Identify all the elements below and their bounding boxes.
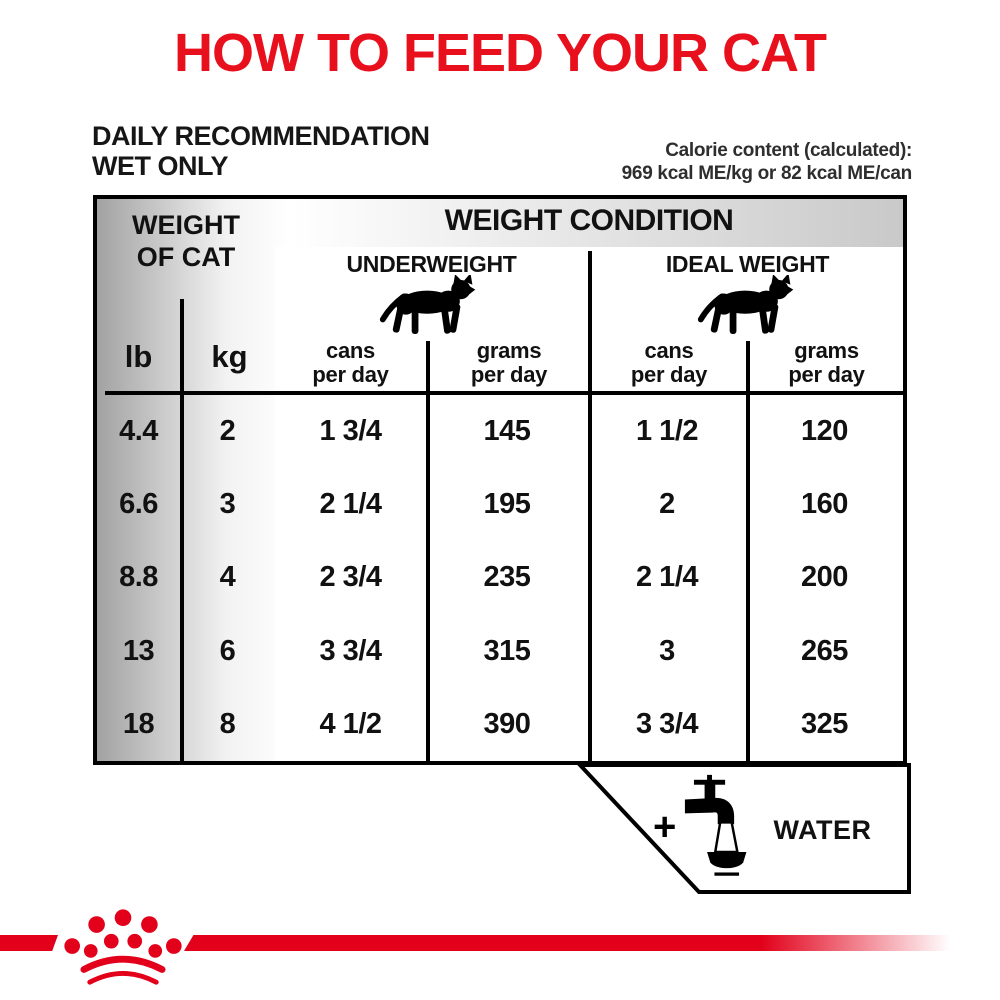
row2-under-grams: 195 bbox=[483, 488, 531, 521]
row5-ideal-cans: 3 3/4 bbox=[636, 707, 699, 740]
ideal-weight-header: IDEAL WEIGHT bbox=[665, 251, 830, 277]
ideal-grams-per-day-header: grams per day bbox=[750, 339, 903, 387]
divider-lb-kg bbox=[180, 299, 184, 761]
row5-kg: 8 bbox=[219, 707, 236, 740]
brand-stripe-right bbox=[184, 935, 974, 951]
calorie-line-1: Calorie content (calculated): bbox=[665, 140, 912, 161]
per-day-label: per day bbox=[312, 361, 389, 387]
row3-ideal-grams: 200 bbox=[801, 561, 848, 594]
row1-kg: 2 bbox=[219, 415, 236, 448]
row5-under-cans: 4 1/2 bbox=[319, 707, 383, 740]
row5-lb: 18 bbox=[122, 707, 155, 740]
lb-column-header: lb bbox=[124, 339, 153, 374]
row4-kg: 6 bbox=[219, 634, 236, 667]
header-rule bbox=[105, 391, 903, 395]
per-day-label: per day bbox=[630, 361, 708, 387]
row4-ideal-grams: 265 bbox=[801, 634, 848, 667]
row4-under-grams: 315 bbox=[483, 634, 531, 667]
calorie-content-note: Calorie content (calculated): 969 kcal M… bbox=[621, 140, 913, 186]
row3-ideal-cans: 2 1/4 bbox=[636, 561, 699, 594]
calorie-line-2: 969 kcal ME/kg or 82 kcal ME/can bbox=[621, 162, 913, 184]
row2-lb: 6.6 bbox=[119, 488, 158, 521]
page-title: HOW TO FEED YOUR CAT bbox=[173, 23, 827, 83]
add-water-callout: + WATER bbox=[575, 763, 915, 897]
brand-stripe-left bbox=[0, 935, 58, 951]
divider-underweight-ideal bbox=[588, 251, 592, 761]
per-day-label: per day bbox=[470, 361, 548, 387]
weight-condition-header: WEIGHT CONDITION bbox=[444, 204, 734, 237]
kg-column-header: kg bbox=[211, 339, 248, 374]
row2-kg: 3 bbox=[219, 488, 236, 521]
wet-only-line: WET ONLY bbox=[92, 150, 229, 181]
water-label: WATER bbox=[773, 815, 872, 845]
grams-label: grams bbox=[794, 338, 859, 363]
underweight-grams-per-day-header: grams per day bbox=[430, 339, 588, 387]
water-callout-frame bbox=[575, 763, 911, 894]
row1-ideal-grams: 120 bbox=[801, 415, 848, 448]
ideal-cans-per-day-header: cans per day bbox=[592, 339, 746, 387]
divider-ideal-cans-grams bbox=[746, 341, 750, 761]
cans-label: cans bbox=[644, 338, 694, 363]
cat-silhouette-icon bbox=[379, 275, 476, 334]
cans-label: cans bbox=[326, 338, 375, 363]
plus-sign: + bbox=[653, 805, 677, 849]
row3-under-cans: 2 3/4 bbox=[319, 561, 383, 594]
row3-kg: 4 bbox=[219, 561, 236, 594]
weight-of-cat-line1: WEIGHT bbox=[132, 210, 240, 240]
row4-under-cans: 3 3/4 bbox=[319, 634, 383, 667]
row3-under-grams: 235 bbox=[483, 561, 531, 594]
weight-of-cat-header: WEIGHT OF CAT bbox=[97, 209, 275, 274]
weight-of-cat-line2: OF CAT bbox=[136, 242, 236, 273]
row2-under-cans: 2 1/4 bbox=[319, 488, 383, 521]
feeding-table: WEIGHT CONDITION WEIGHT OF CAT UNDERWEIG… bbox=[93, 195, 907, 765]
grams-label: grams bbox=[476, 338, 542, 363]
underweight-header: UNDERWEIGHT bbox=[346, 251, 517, 277]
row3-lb: 8.8 bbox=[119, 561, 158, 594]
row1-under-grams: 145 bbox=[483, 415, 531, 448]
underweight-cans-per-day-header: cans per day bbox=[275, 339, 426, 387]
row2-ideal-grams: 160 bbox=[801, 488, 848, 521]
per-day-label: per day bbox=[788, 361, 865, 387]
cat-silhouette-icon bbox=[697, 275, 794, 334]
row1-ideal-cans: 1 1/2 bbox=[636, 415, 699, 448]
daily-recommendation-line: DAILY RECOMMENDATION bbox=[92, 121, 430, 151]
row2-ideal-cans: 2 bbox=[659, 488, 675, 521]
royal-canin-crown-logo-icon bbox=[64, 909, 182, 985]
row1-lb: 4.4 bbox=[119, 415, 158, 448]
row5-under-grams: 390 bbox=[483, 707, 531, 740]
faucet-water-bowl-icon bbox=[684, 774, 747, 876]
row4-lb: 13 bbox=[122, 634, 155, 667]
row5-ideal-grams: 325 bbox=[801, 707, 848, 740]
divider-underweight-cans-grams bbox=[426, 341, 430, 761]
row1-under-cans: 1 3/4 bbox=[319, 415, 383, 448]
row4-ideal-cans: 3 bbox=[659, 634, 675, 667]
feeding-data-grid: 4.4 2 1 3/4 145 1 1/2 120 6.6 3 2 1/4 19… bbox=[97, 395, 903, 761]
daily-recommendation-heading: DAILY RECOMMENDATION WET ONLY bbox=[92, 121, 430, 181]
